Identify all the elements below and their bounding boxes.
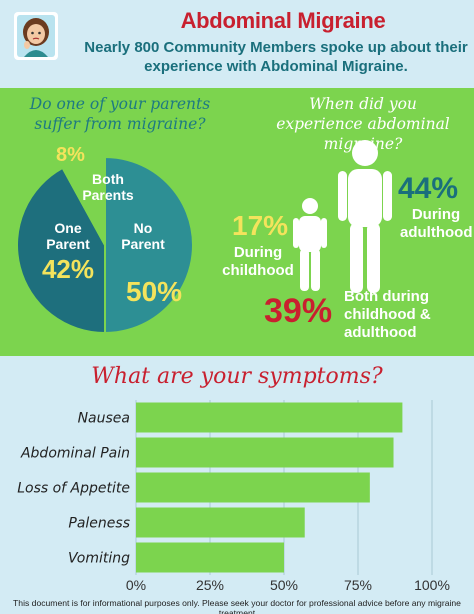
onset-question: When did you experience abdominal migrai… — [276, 95, 450, 153]
parents-pie-chart: Both Parents One Parent 42% No Parent — [16, 155, 194, 335]
symptoms-title: What are your symptoms? — [91, 364, 383, 389]
pie-slice-one-parent — [16, 166, 106, 335]
avatar-icon — [14, 12, 58, 60]
parents-question: Do one of your parents suffer from migra… — [29, 95, 211, 133]
child-label: During childhood — [222, 244, 294, 279]
category-label: Paleness — [68, 516, 130, 532]
both-label: Both during childhood & adulthood — [344, 288, 431, 341]
x-tick-label: 0% — [126, 577, 146, 593]
bar-nausea — [136, 402, 403, 433]
symptoms-bar-chart: 0% 25% 50% 75% 100% Nausea Abdominal Pain Loss … — [17, 400, 450, 593]
header: Abdominal Migraine Nearly 800 Community … — [0, 0, 474, 88]
pie-label-no: No Parent — [121, 220, 165, 252]
pie-value-both: 8% — [56, 144, 85, 166]
category-label: Nausea — [78, 411, 130, 427]
child-percent: 17% — [232, 210, 289, 241]
page-subtitle: Nearly 800 Community Members spoke up ab… — [84, 39, 468, 75]
bar-paleness — [136, 507, 305, 538]
adult-percent: 44% — [398, 172, 459, 205]
x-tick-label: 25% — [196, 577, 224, 593]
page-title: Abdominal Migraine — [180, 8, 386, 33]
pie-slice-no-parent — [104, 155, 194, 335]
category-label: Abdominal Pain — [20, 446, 130, 462]
pie-slice-both-parents — [61, 155, 106, 246]
pie-value-no: 50% — [126, 276, 183, 307]
x-tick-label: 50% — [270, 577, 298, 593]
pie-value-one: 42% — [42, 254, 94, 284]
bar-abdominal-pain — [136, 437, 394, 468]
category-label: Loss of Appetite — [17, 481, 130, 497]
category-label: Vomiting — [68, 551, 130, 567]
people-icon — [293, 140, 392, 293]
pie-label-both: Both Parents — [82, 171, 134, 203]
bar-vomiting — [136, 542, 284, 573]
bar-loss-of-appetite — [136, 472, 370, 503]
both-percent: 39% — [264, 292, 333, 330]
adult-label: During adulthood — [400, 206, 473, 241]
disclaimer: This document is for informational purpo… — [13, 598, 461, 614]
x-tick-label: 100% — [414, 577, 450, 593]
pie-label-one: One Parent — [46, 220, 90, 252]
x-tick-label: 75% — [344, 577, 372, 593]
